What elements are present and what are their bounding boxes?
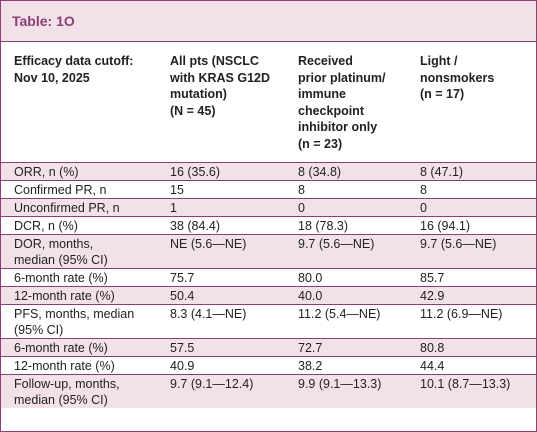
table-row: Follow-up, months, median (95% CI) 9.7 (9.… xyxy=(1,374,536,408)
cell-prior-therapy: 9.7 (5.6—NE) xyxy=(285,234,407,269)
table-row: Confirmed PR, n 15 8 8 xyxy=(1,180,536,199)
table-row: PFS, months, median (95% CI) 8.3 (4.1—NE) 1… xyxy=(1,304,536,339)
header-all-pts: All pts (NSCLC with KRAS G12D mutation) (N … xyxy=(157,42,285,163)
row-label: 6-month rate (%) xyxy=(1,268,157,287)
cell-prior-therapy: 8 xyxy=(285,180,407,199)
cell-prior-therapy: 40.0 xyxy=(285,286,407,305)
cell-prior-therapy: 72.7 xyxy=(285,338,407,357)
cell-all-pts: 8.3 (4.1—NE) xyxy=(157,304,285,339)
cell-light-nonsmokers: 10.1 (8.7—13.3) xyxy=(407,374,536,408)
cell-prior-therapy: 8 (34.8) xyxy=(285,162,407,181)
row-label: Confirmed PR, n xyxy=(1,180,157,199)
cell-all-pts: 16 (35.6) xyxy=(157,162,285,181)
cell-all-pts: NE (5.6—NE) xyxy=(157,234,285,269)
cell-prior-therapy: 38.2 xyxy=(285,356,407,375)
cell-prior-therapy: 9.9 (9.1—13.3) xyxy=(285,374,407,408)
table-row: ORR, n (%) 16 (35.6) 8 (34.8) 8 (47.1) xyxy=(1,162,536,181)
cell-all-pts: 57.5 xyxy=(157,338,285,357)
cell-light-nonsmokers: 9.7 (5.6—NE) xyxy=(407,234,536,269)
cell-light-nonsmokers: 8 (47.1) xyxy=(407,162,536,181)
row-label: Unconfirmed PR, n xyxy=(1,198,157,217)
cell-all-pts: 9.7 (9.1—12.4) xyxy=(157,374,285,408)
cell-light-nonsmokers: 42.9 xyxy=(407,286,536,305)
header-light-nonsmokers: Light / nonsmokers (n = 17) xyxy=(407,42,536,163)
table-title: Table: 1O xyxy=(1,1,536,42)
cell-light-nonsmokers: 80.8 xyxy=(407,338,536,357)
cell-all-pts: 40.9 xyxy=(157,356,285,375)
cell-all-pts: 1 xyxy=(157,198,285,217)
efficacy-table: Efficacy data cutoff: Nov 10, 2025 All pt… xyxy=(1,42,536,408)
cell-light-nonsmokers: 8 xyxy=(407,180,536,199)
cell-prior-therapy: 11.2 (5.4—NE) xyxy=(285,304,407,339)
row-label: DCR, n (%) xyxy=(1,216,157,235)
cell-prior-therapy: 80.0 xyxy=(285,268,407,287)
cell-all-pts: 50.4 xyxy=(157,286,285,305)
row-label: PFS, months, median (95% CI) xyxy=(1,304,157,339)
cell-light-nonsmokers: 85.7 xyxy=(407,268,536,287)
cell-prior-therapy: 18 (78.3) xyxy=(285,216,407,235)
header-prior-therapy: Received prior platinum/immune checkpoint i… xyxy=(285,42,407,163)
cell-light-nonsmokers: 16 (94.1) xyxy=(407,216,536,235)
table-row: DCR, n (%) 38 (84.4) 18 (78.3) 16 (94.1) xyxy=(1,216,536,235)
table-row: DOR, months, median (95% CI) NE (5.6—NE) 9.… xyxy=(1,234,536,269)
row-label: 6-month rate (%) xyxy=(1,338,157,357)
table-row: 12-month rate (%) 40.9 38.2 44.4 xyxy=(1,356,536,375)
header-row: Efficacy data cutoff: Nov 10, 2025 All pt… xyxy=(1,42,536,163)
cell-all-pts: 15 xyxy=(157,180,285,199)
row-label: DOR, months, median (95% CI) xyxy=(1,234,157,269)
cell-light-nonsmokers: 11.2 (6.9—NE) xyxy=(407,304,536,339)
table-row: 12-month rate (%) 50.4 40.0 42.9 xyxy=(1,286,536,305)
table-row: 6-month rate (%) 57.5 72.7 80.8 xyxy=(1,338,536,357)
cell-light-nonsmokers: 44.4 xyxy=(407,356,536,375)
row-label: 12-month rate (%) xyxy=(1,286,157,305)
header-cutoff: Efficacy data cutoff: Nov 10, 2025 xyxy=(1,42,157,163)
cell-all-pts: 38 (84.4) xyxy=(157,216,285,235)
cell-light-nonsmokers: 0 xyxy=(407,198,536,217)
cell-all-pts: 75.7 xyxy=(157,268,285,287)
table-row: 6-month rate (%) 75.7 80.0 85.7 xyxy=(1,268,536,287)
row-label: ORR, n (%) xyxy=(1,162,157,181)
row-label: 12-month rate (%) xyxy=(1,356,157,375)
cell-prior-therapy: 0 xyxy=(285,198,407,217)
row-label: Follow-up, months, median (95% CI) xyxy=(1,374,157,408)
